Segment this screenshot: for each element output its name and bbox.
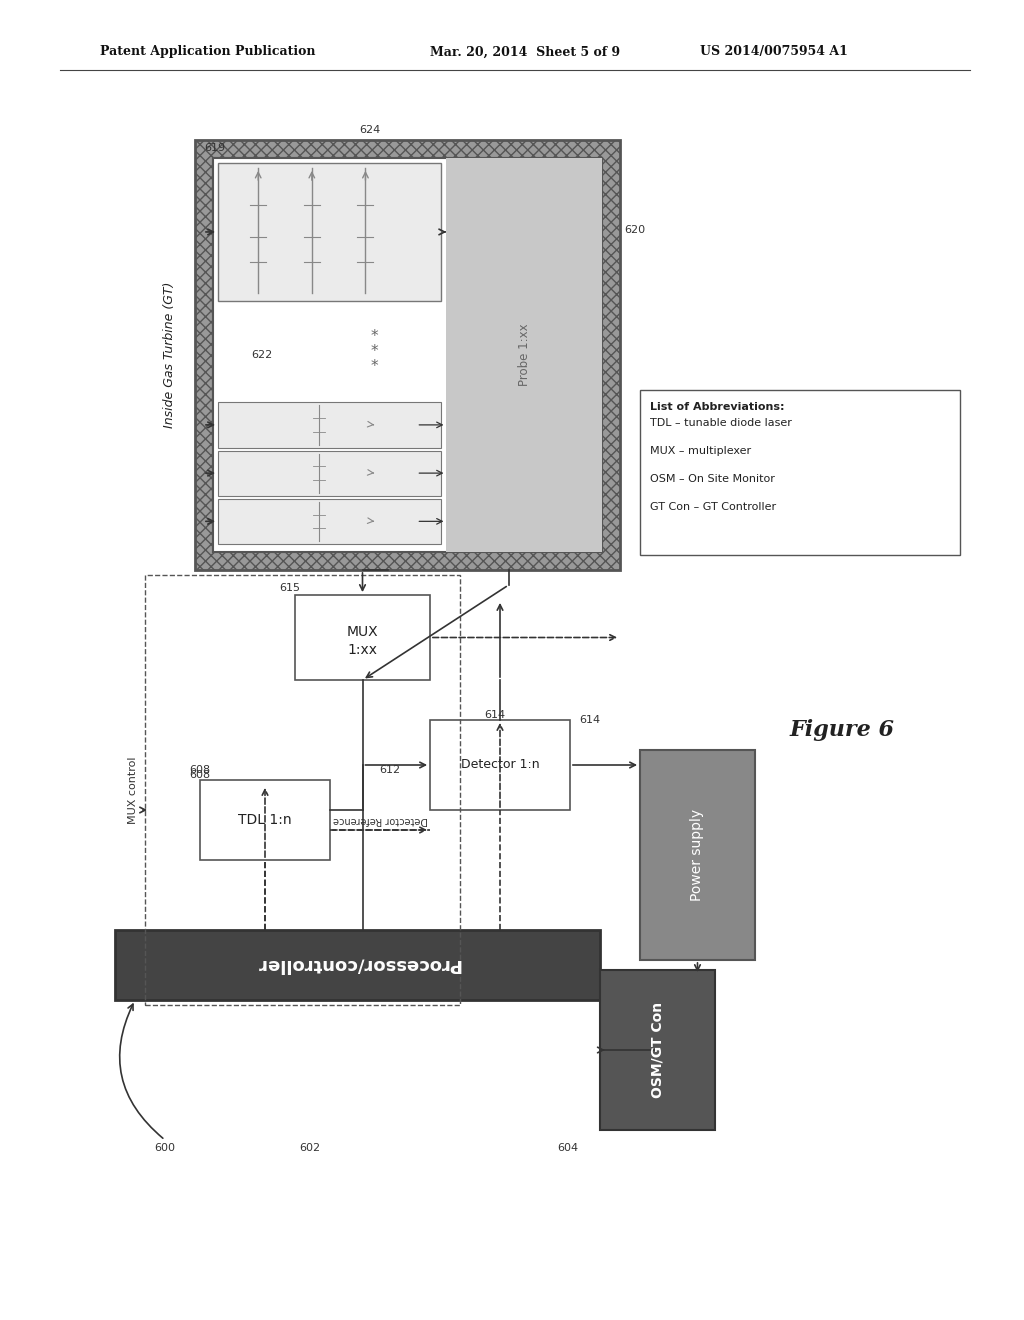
Text: Detector 1:n: Detector 1:n — [461, 759, 540, 771]
Text: 600: 600 — [155, 1143, 175, 1152]
Text: OSM/GT Con: OSM/GT Con — [650, 1002, 665, 1098]
Text: Mar. 20, 2014  Sheet 5 of 9: Mar. 20, 2014 Sheet 5 of 9 — [430, 45, 621, 58]
Bar — [218, 450, 441, 496]
Bar — [218, 499, 441, 544]
Bar — [430, 719, 570, 810]
Bar — [600, 970, 715, 1130]
Bar — [145, 576, 460, 1005]
Bar — [115, 931, 600, 1001]
Text: TDL – tunable diode laser: TDL – tunable diode laser — [650, 418, 792, 428]
Text: Processor/controller: Processor/controller — [255, 956, 460, 974]
Bar — [213, 158, 602, 552]
Text: 608: 608 — [189, 766, 211, 775]
Bar — [640, 750, 755, 960]
Bar — [446, 158, 602, 552]
Text: 608: 608 — [189, 770, 211, 780]
Text: OSM – On Site Monitor: OSM – On Site Monitor — [650, 474, 775, 484]
Text: US 2014/0075954 A1: US 2014/0075954 A1 — [700, 45, 848, 58]
Text: 604: 604 — [557, 1143, 579, 1152]
Text: MUX: MUX — [347, 624, 378, 639]
Text: 615: 615 — [280, 583, 300, 593]
Bar — [213, 158, 602, 552]
Bar — [640, 389, 961, 554]
Bar — [195, 140, 620, 570]
Text: 620: 620 — [625, 224, 645, 235]
Text: 602: 602 — [299, 1143, 321, 1152]
Bar — [295, 595, 430, 680]
Text: *: * — [371, 329, 378, 345]
Text: *: * — [371, 345, 378, 359]
Bar — [213, 158, 602, 552]
Text: 1:xx: 1:xx — [347, 643, 378, 656]
Text: TDL 1:n: TDL 1:n — [239, 813, 292, 828]
Text: GT Con – GT Controller: GT Con – GT Controller — [650, 502, 776, 512]
Bar — [218, 403, 441, 447]
Bar — [200, 780, 330, 861]
Text: Detector Reference: Detector Reference — [333, 814, 427, 825]
Text: MUX control: MUX control — [128, 756, 138, 824]
Text: *: * — [371, 359, 378, 374]
Text: 614: 614 — [484, 710, 506, 719]
Text: Probe 1:xx: Probe 1:xx — [518, 323, 530, 387]
Text: Power supply: Power supply — [690, 809, 705, 902]
Text: 612: 612 — [380, 766, 400, 775]
Text: Figure 6: Figure 6 — [790, 719, 895, 741]
Text: 624: 624 — [359, 125, 381, 135]
Text: List of Abbreviations:: List of Abbreviations: — [650, 403, 784, 412]
Bar — [195, 140, 620, 570]
Text: 619: 619 — [205, 143, 225, 153]
Text: Inside Gas Turbine (GT): Inside Gas Turbine (GT) — [164, 281, 176, 428]
Bar — [218, 162, 441, 301]
Text: 614: 614 — [580, 715, 600, 725]
Text: Patent Application Publication: Patent Application Publication — [100, 45, 315, 58]
Text: 622: 622 — [251, 350, 272, 360]
Text: MUX – multiplexer: MUX – multiplexer — [650, 446, 752, 455]
